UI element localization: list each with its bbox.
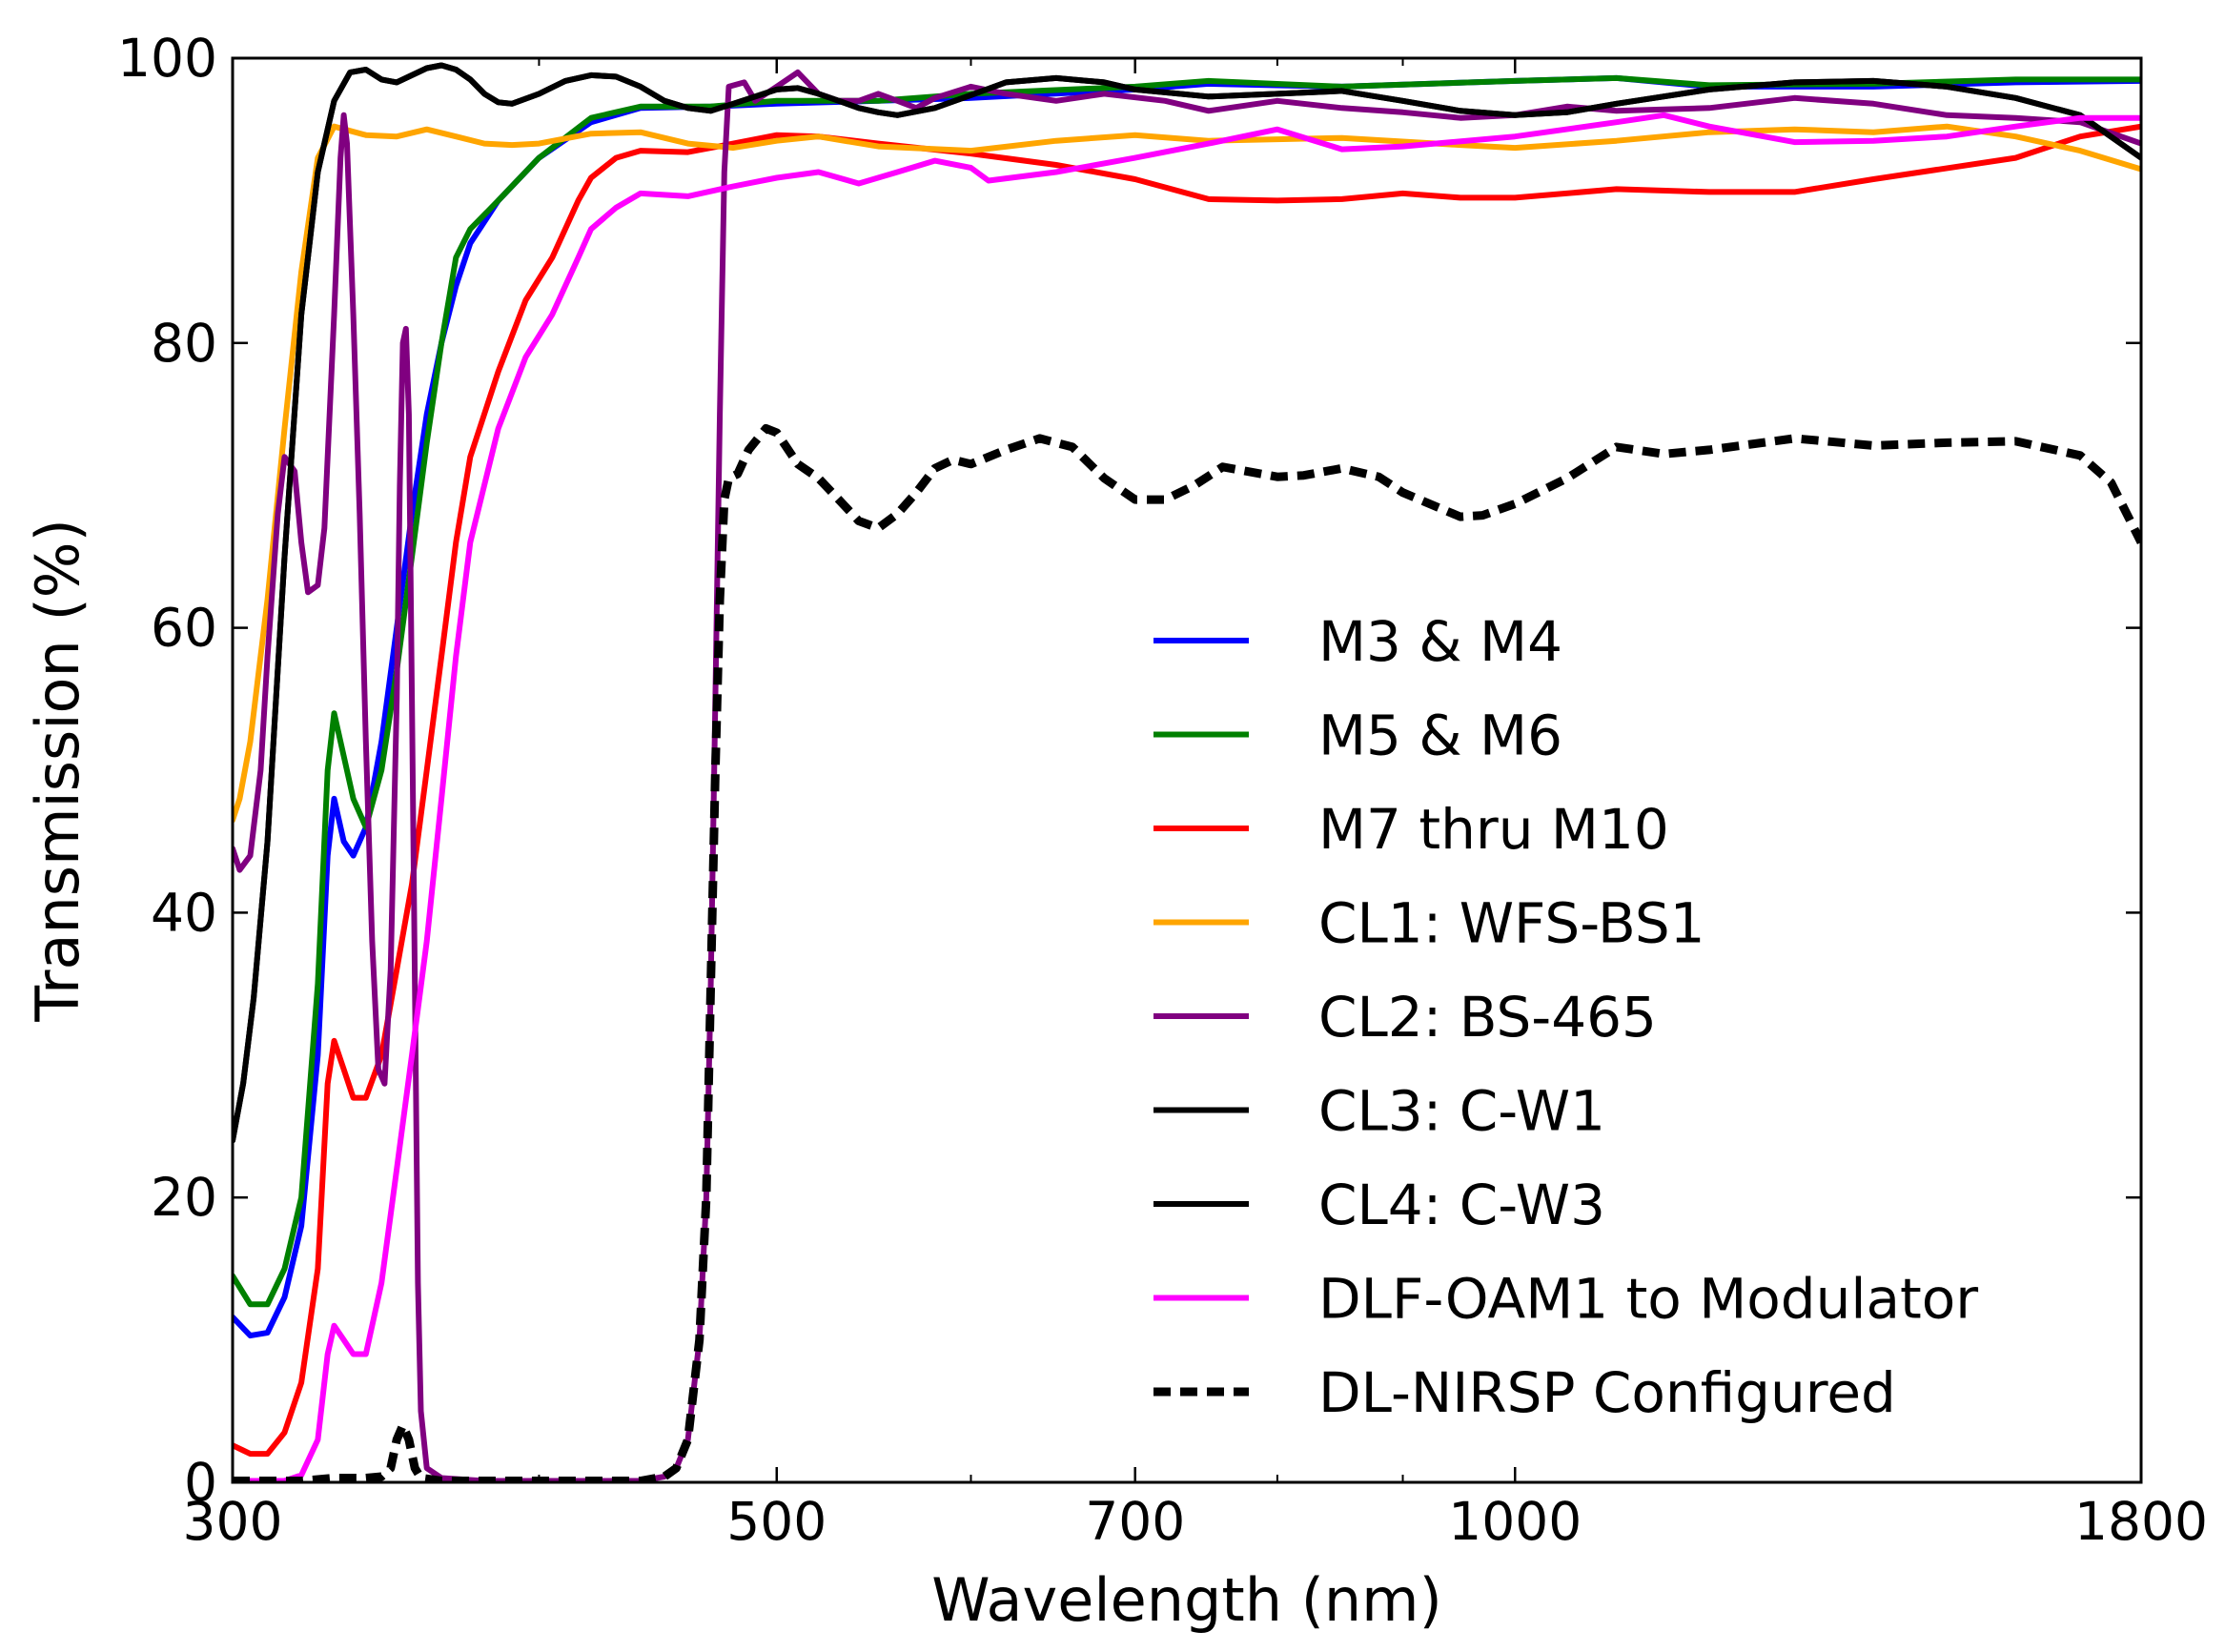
x-tick-label: 1800 bbox=[2074, 1491, 2208, 1552]
series-line-2 bbox=[233, 123, 2141, 1458]
legend-label: CL2: BS-465 bbox=[1318, 985, 1657, 1050]
x-axis-title: Wavelength (nm) bbox=[931, 1565, 1442, 1635]
y-tick-label: 80 bbox=[151, 313, 217, 374]
legend-label: CL4: C-W3 bbox=[1318, 1173, 1605, 1237]
legend-label: DLF-OAM1 to Modulator bbox=[1318, 1267, 1978, 1332]
x-tick-label: 700 bbox=[1085, 1491, 1185, 1552]
series-line-8 bbox=[233, 423, 2141, 1482]
series-line-5 bbox=[233, 62, 2141, 1144]
y-axis-title: Transmission (%) bbox=[23, 519, 92, 1023]
legend-label: CL3: C-W1 bbox=[1318, 1079, 1605, 1144]
x-tick-label: 500 bbox=[726, 1491, 827, 1552]
series-line-3 bbox=[233, 123, 2141, 824]
legend-label: M7 thru M10 bbox=[1318, 797, 1669, 862]
y-tick-label: 40 bbox=[151, 882, 217, 943]
x-tick-labels: 300 500 700 1000 1800 bbox=[183, 1491, 2208, 1552]
series-line-7 bbox=[233, 112, 2141, 1482]
series-line-0 bbox=[233, 74, 2141, 1339]
legend-label: CL1: WFS-BS1 bbox=[1318, 891, 1705, 956]
x-tick-label: 300 bbox=[183, 1491, 283, 1552]
y-tick-labels: 0 20 40 60 80 100 bbox=[117, 28, 217, 1513]
plot-frame bbox=[231, 56, 2143, 1484]
y-tick-label: 0 bbox=[184, 1452, 217, 1513]
series-line-1 bbox=[233, 74, 2141, 1308]
legend-label: M3 & M4 bbox=[1318, 609, 1562, 674]
y-tick-label: 100 bbox=[117, 28, 217, 89]
x-tick-label: 1000 bbox=[1448, 1491, 1582, 1552]
legend-label: M5 & M6 bbox=[1318, 704, 1562, 768]
legend-label: DL-NIRSP Configured bbox=[1318, 1360, 1896, 1425]
y-tick-label: 20 bbox=[151, 1167, 217, 1228]
series-line-6 bbox=[233, 62, 2141, 1144]
legend: M3 & M4 M5 & M6 M7 thru M10 CL1: WFS-BS1 CL2… bbox=[1153, 609, 1978, 1425]
y-tick-label: 60 bbox=[151, 598, 217, 659]
axis-ticks bbox=[231, 56, 2143, 1484]
series-layer bbox=[233, 62, 2141, 1482]
